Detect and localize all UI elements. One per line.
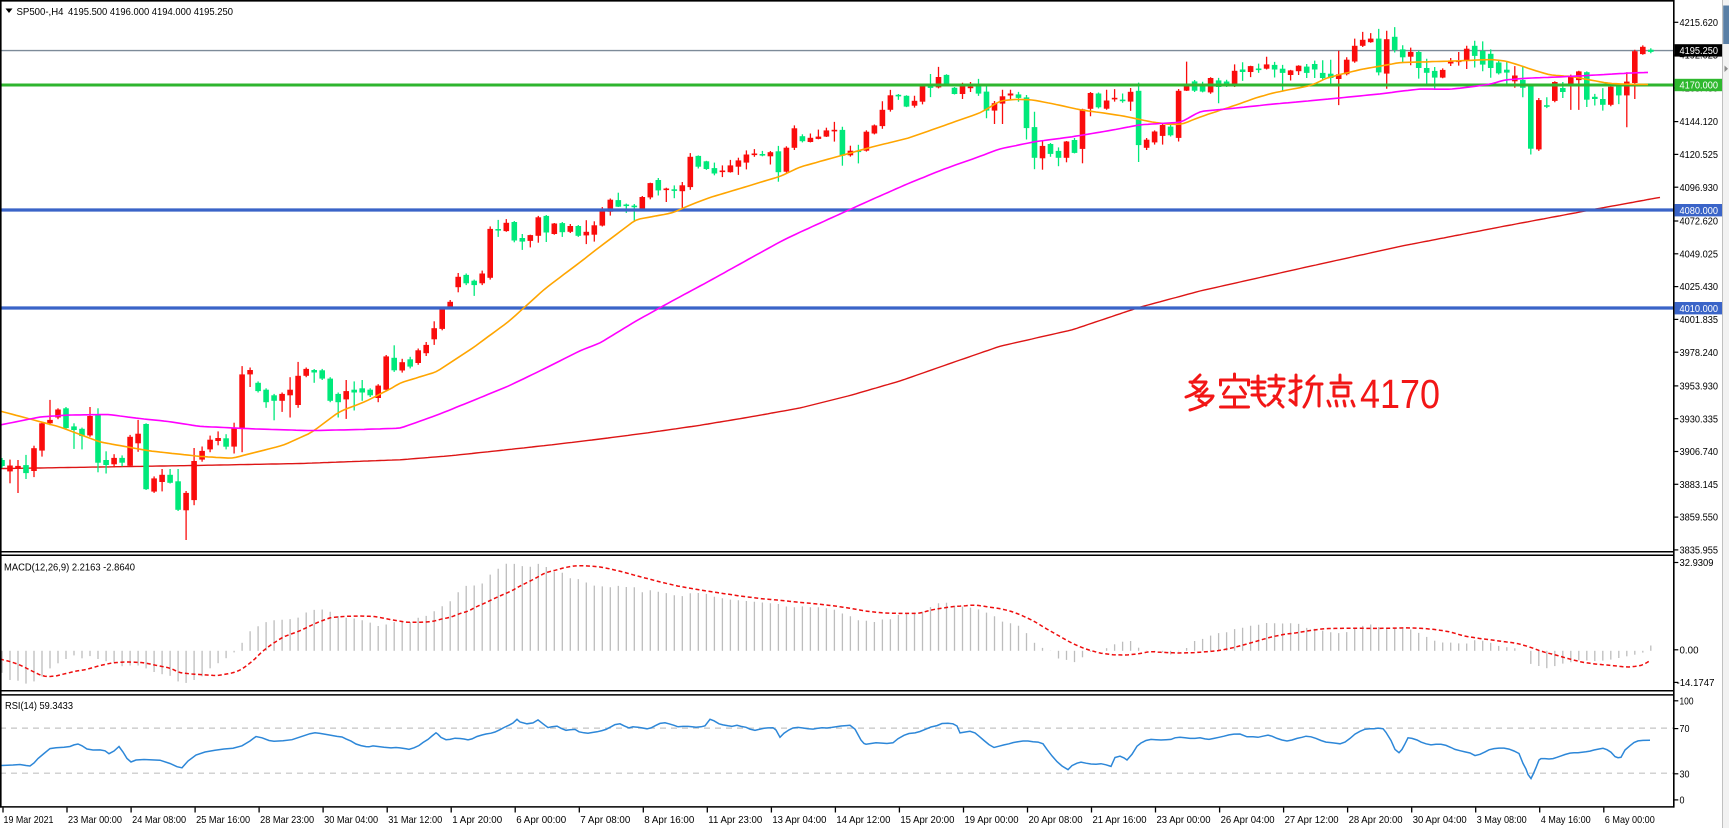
svg-text:4025.430: 4025.430 (1680, 282, 1719, 293)
svg-text:0: 0 (1680, 796, 1686, 807)
svg-text:3906.740: 3906.740 (1680, 447, 1719, 458)
svg-text:4195.250: 4195.250 (1680, 46, 1719, 57)
svg-text:31 Mar 12:00: 31 Mar 12:00 (388, 815, 442, 826)
svg-text:3859.550: 3859.550 (1680, 513, 1719, 524)
svg-text:20 Apr 08:00: 20 Apr 08:00 (1029, 815, 1083, 826)
svg-text:3930.335: 3930.335 (1680, 414, 1719, 425)
svg-text:3835.955: 3835.955 (1680, 546, 1719, 557)
svg-text:100: 100 (1680, 696, 1694, 707)
svg-text:1 Apr 20:00: 1 Apr 20:00 (452, 815, 502, 826)
svg-text:6 Apr 00:00: 6 Apr 00:00 (516, 815, 566, 826)
svg-text:21 Apr 16:00: 21 Apr 16:00 (1093, 815, 1147, 826)
svg-text:4072.620: 4072.620 (1680, 217, 1719, 228)
svg-text:4096.930: 4096.930 (1680, 183, 1719, 194)
svg-text:4195.500 4196.000 4194.000 419: 4195.500 4196.000 4194.000 4195.250 (68, 6, 233, 18)
svg-text:30 Mar 04:00: 30 Mar 04:00 (324, 815, 378, 826)
svg-text:70: 70 (1680, 724, 1690, 735)
svg-text:3 May 08:00: 3 May 08:00 (1477, 815, 1527, 826)
svg-text:-14.1747: -14.1747 (1677, 678, 1715, 689)
svg-text:4120.525: 4120.525 (1680, 150, 1719, 161)
svg-text:MACD(12,26,9) 2.2163 -2.8640: MACD(12,26,9) 2.2163 -2.8640 (4, 562, 135, 574)
svg-text:6 May 00:00: 6 May 00:00 (1605, 815, 1655, 826)
svg-text:4080.000: 4080.000 (1680, 206, 1719, 217)
svg-text:RSI(14) 59.3433: RSI(14) 59.3433 (5, 700, 73, 712)
svg-text:4001.835: 4001.835 (1680, 315, 1719, 326)
svg-text:3978.240: 3978.240 (1680, 348, 1719, 359)
svg-text:8 Apr 16:00: 8 Apr 16:00 (644, 815, 694, 826)
svg-text:26 Apr 04:00: 26 Apr 04:00 (1221, 815, 1275, 826)
svg-text:0.00: 0.00 (1680, 645, 1700, 656)
svg-text:28 Apr 20:00: 28 Apr 20:00 (1349, 815, 1403, 826)
svg-text:7 Apr 08:00: 7 Apr 08:00 (580, 815, 630, 826)
svg-text:SP500-,H4: SP500-,H4 (17, 6, 64, 18)
svg-text:3883.145: 3883.145 (1680, 480, 1719, 491)
svg-text:4170.000: 4170.000 (1680, 81, 1719, 92)
svg-text:19 Apr 00:00: 19 Apr 00:00 (965, 815, 1019, 826)
svg-text:15 Apr 20:00: 15 Apr 20:00 (900, 815, 954, 826)
svg-text:3953.930: 3953.930 (1680, 382, 1719, 393)
svg-text:4010.000: 4010.000 (1680, 304, 1719, 315)
svg-text:4215.620: 4215.620 (1680, 18, 1719, 29)
svg-text:30 Apr 04:00: 30 Apr 04:00 (1413, 815, 1467, 826)
svg-text:4049.025: 4049.025 (1680, 249, 1719, 260)
svg-text:32.9309: 32.9309 (1680, 558, 1714, 569)
svg-text:24 Mar 08:00: 24 Mar 08:00 (132, 815, 186, 826)
svg-text:14 Apr 12:00: 14 Apr 12:00 (836, 815, 890, 826)
svg-text:13 Apr 04:00: 13 Apr 04:00 (772, 815, 826, 826)
svg-text:28 Mar 23:00: 28 Mar 23:00 (260, 815, 314, 826)
svg-text:23 Mar 00:00: 23 Mar 00:00 (68, 815, 122, 826)
svg-text:23 Apr 00:00: 23 Apr 00:00 (1157, 815, 1211, 826)
svg-text:4 May 16:00: 4 May 16:00 (1541, 815, 1591, 826)
svg-text:27 Apr 12:00: 27 Apr 12:00 (1285, 815, 1339, 826)
svg-text:4144.120: 4144.120 (1680, 117, 1719, 128)
svg-text:4170: 4170 (1360, 371, 1440, 417)
svg-text:30: 30 (1680, 769, 1690, 780)
svg-text:25 Mar 16:00: 25 Mar 16:00 (196, 815, 250, 826)
svg-text:19 Mar 2021: 19 Mar 2021 (4, 815, 54, 826)
svg-text:11 Apr 23:00: 11 Apr 23:00 (708, 815, 762, 826)
